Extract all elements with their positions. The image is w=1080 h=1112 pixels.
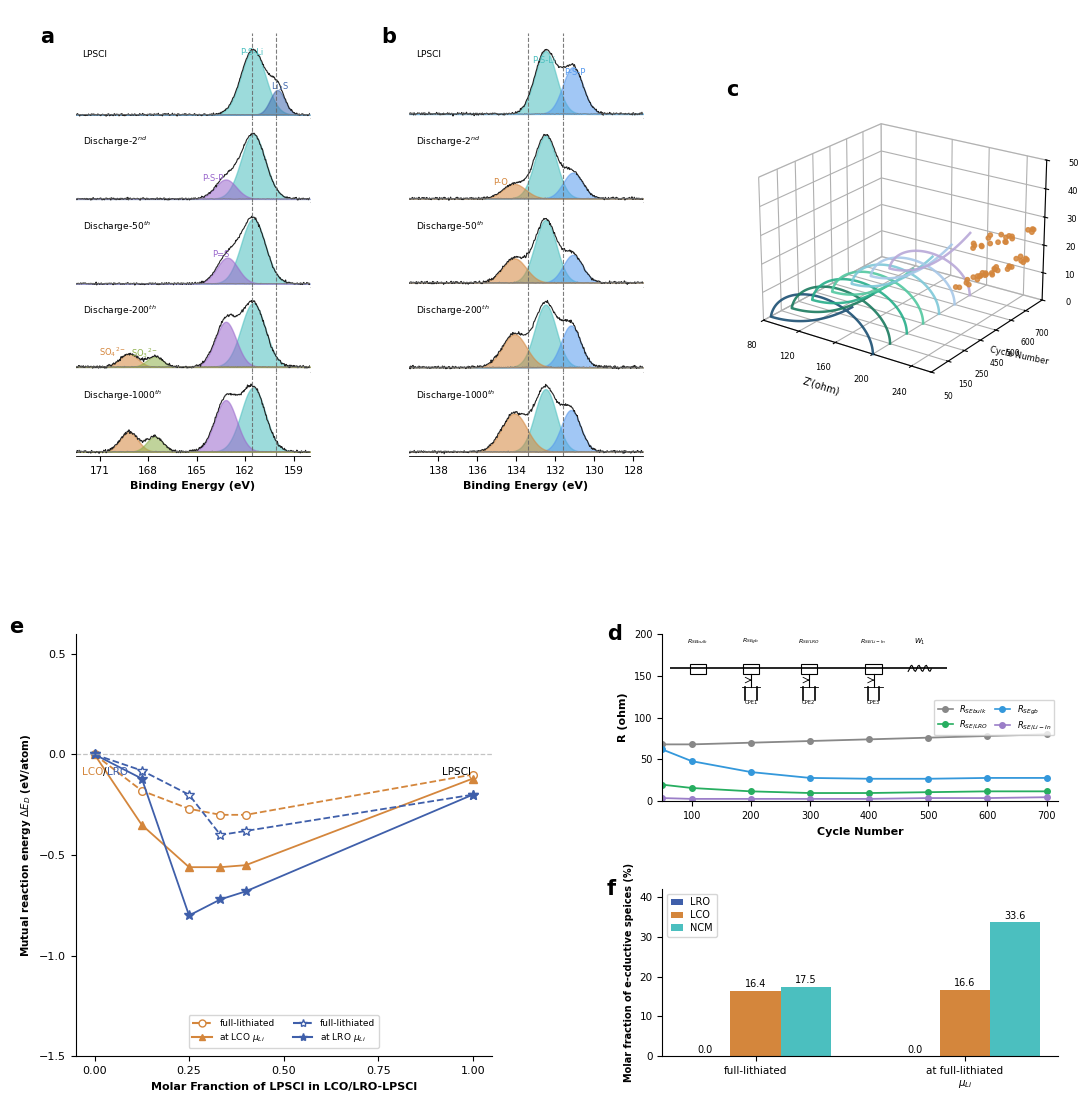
Text: Discharge-200$^{th}$: Discharge-200$^{th}$ [83,304,157,318]
Text: 17.5: 17.5 [795,975,816,985]
X-axis label: Cycle Number: Cycle Number [816,826,904,836]
Text: Discharge-50$^{th}$: Discharge-50$^{th}$ [83,219,151,234]
Text: LPSCl: LPSCl [416,50,441,59]
Y-axis label: Mutual reaction energy $\Delta E_D$ (eV/atom): Mutual reaction energy $\Delta E_D$ (eV/… [19,734,33,956]
Text: SO$_3$$^{2-}$: SO$_3$$^{2-}$ [132,346,159,360]
X-axis label: Binding Energy (eV): Binding Energy (eV) [463,481,589,492]
Text: LCO: LCO [82,767,104,777]
$R_{SE bulk}$ [656,737,669,751]
$R_{SE gb}$ [922,772,935,785]
$R_{SE/LRO}$ [804,786,816,800]
$R_{SE gb}$ [744,765,757,778]
Line: $R_{SE/LRO}$: $R_{SE/LRO}$ [660,782,1050,796]
Text: 16.6: 16.6 [955,979,975,989]
Text: Discharge-2$^{nd}$: Discharge-2$^{nd}$ [83,135,147,149]
Text: P-S-Li: P-S-Li [532,56,555,64]
$R_{SE gb}$ [863,772,876,785]
X-axis label: Molar Franction of LPSCl in LCO/LRO-LPSCl: Molar Franction of LPSCl in LCO/LRO-LPSC… [150,1082,417,1092]
$R_{SE gb}$ [981,772,994,785]
Text: LPSCl: LPSCl [83,50,108,59]
$R_{SE gb}$ [1040,772,1053,785]
Legend: $R_{SE bulk}$, $R_{SE/LRO}$, $R_{SE gb}$, $R_{SE/Li-In}$: $R_{SE bulk}$, $R_{SE/LRO}$, $R_{SE gb}$… [934,699,1054,735]
$R_{SE bulk}$ [804,734,816,747]
$R_{SE/Li-In}$ [686,792,699,805]
Text: Discharge-1000$^{th}$: Discharge-1000$^{th}$ [83,388,162,403]
Y-axis label: R (ohm): R (ohm) [619,693,629,743]
$R_{SE/Li-In}$ [744,792,757,805]
$R_{SE/LRO}$ [922,785,935,798]
Line: $R_{SE gb}$: $R_{SE gb}$ [660,746,1050,782]
Text: LPSCl: LPSCl [442,767,471,777]
Text: Discharge-1000$^{th}$: Discharge-1000$^{th}$ [416,388,496,403]
$R_{SE gb}$ [686,754,699,767]
X-axis label: Z'(ohm): Z'(ohm) [801,376,841,396]
X-axis label: Binding Energy (eV): Binding Energy (eV) [130,481,255,492]
Text: c: c [727,80,739,100]
Text: 0.0: 0.0 [698,1045,713,1055]
$R_{SE bulk}$ [1040,727,1053,741]
Legend: LRO, LCO, NCM: LRO, LCO, NCM [667,894,717,937]
Text: b: b [381,27,396,47]
$R_{SE/Li-In}$ [804,792,816,805]
$R_{SE/LRO}$ [686,782,699,795]
Bar [990,922,1040,1056]
Legend: full-lithiated, at LCO $\mu_{Li}$, full-lithiated, at LRO $\mu_{Li}$: full-lithiated, at LCO $\mu_{Li}$, full-… [189,1015,379,1048]
Text: LRO: LRO [107,767,127,777]
$R_{SE bulk}$ [744,736,757,749]
Bar [781,986,831,1056]
Text: 33.6: 33.6 [1004,911,1026,921]
Text: Discharge-2$^{nd}$: Discharge-2$^{nd}$ [416,135,481,149]
Line: $R_{SE bulk}$: $R_{SE bulk}$ [660,732,1050,747]
$R_{SE/LRO}$ [981,785,994,798]
Text: 16.4: 16.4 [745,980,767,990]
Text: /: / [103,767,106,777]
$R_{SE/Li-In}$ [981,792,994,805]
Text: d: d [607,624,622,644]
$R_{SE/LRO}$ [656,778,669,792]
Text: Cycle Number: Cycle Number [989,346,1049,367]
$R_{SE/Li-In}$ [656,792,669,805]
Text: P-S-P: P-S-P [564,69,585,78]
$R_{SE bulk}$ [981,729,994,743]
Y-axis label: Molar fraction of e-cductive speices (%): Molar fraction of e-cductive speices (%) [624,863,634,1082]
Bar [730,991,781,1056]
Text: a: a [40,27,54,47]
$R_{SE/LRO}$ [744,785,757,798]
Text: P=S: P=S [212,250,230,259]
$R_{SE/LRO}$ [863,786,876,800]
Text: Li$_2$S: Li$_2$S [271,80,288,92]
Text: SO$_4$$^{2-}$: SO$_4$$^{2-}$ [99,345,126,358]
$R_{SE bulk}$ [686,737,699,751]
$R_{SE/LRO}$ [1040,785,1053,798]
Line: $R_{SE/Li-In}$: $R_{SE/Li-In}$ [660,794,1050,802]
Text: f: f [607,878,616,898]
$R_{SE/Li-In}$ [863,792,876,805]
$R_{SE gb}$ [804,772,816,785]
Text: P-S-Li: P-S-Li [240,49,264,58]
$R_{SE/Li-In}$ [922,792,935,805]
Text: Discharge-50$^{th}$: Discharge-50$^{th}$ [416,219,484,234]
$R_{SE/Li-In}$ [1040,791,1053,804]
$R_{SE gb}$ [656,743,669,756]
Text: 0.0: 0.0 [907,1045,922,1055]
$R_{SE bulk}$ [863,733,876,746]
Text: e: e [9,617,24,637]
Text: Discharge-200$^{th}$: Discharge-200$^{th}$ [416,304,490,318]
Text: P-S-P: P-S-P [202,173,224,182]
Bar [940,990,990,1056]
Text: P-O: P-O [494,178,508,187]
$R_{SE bulk}$ [922,731,935,744]
